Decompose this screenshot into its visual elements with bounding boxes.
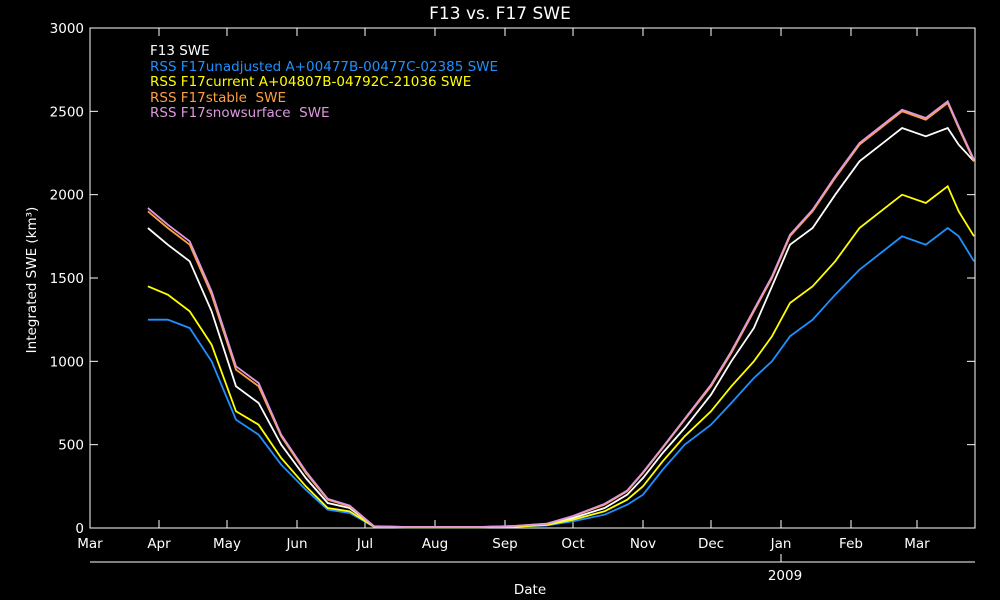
y-tick-label: 3000	[50, 21, 84, 37]
x-tick-label: May	[213, 536, 241, 552]
y-tick-label: 1000	[50, 354, 84, 370]
series-line-4	[147, 99, 975, 528]
x-tick-label: Nov	[630, 536, 656, 552]
x-tick-label: Feb	[839, 536, 863, 552]
y-tick-label: 0	[75, 521, 84, 537]
y-tick-label: 500	[58, 438, 84, 454]
legend-item-f13: F13 SWE	[150, 43, 210, 59]
y-axis-label: Integrated SWE (km³)	[24, 206, 40, 354]
y-tick-label: 2500	[50, 104, 84, 120]
series-line-0	[147, 126, 975, 529]
x-tick-label: Dec	[698, 536, 724, 552]
x-tick-label: Jan	[770, 536, 792, 552]
y-tick-label: 2000	[50, 188, 84, 204]
legend-item-f17-stable: RSS F17stable SWE	[150, 89, 287, 106]
x-tick-label: Sep	[492, 536, 517, 552]
x-tick-label: Jul	[356, 536, 373, 552]
legend-item-f17-snowsurface: RSS F17snowsurface SWE	[150, 105, 330, 122]
series-line-1	[147, 226, 975, 529]
legend-item-f17-unadjusted: RSS F17unadjusted A+00477B-00477C-02385 …	[150, 58, 499, 75]
y-tick-label: 1500	[50, 271, 84, 287]
series-line-2	[147, 184, 975, 529]
x-axis-label: Date	[513, 582, 547, 598]
x-tick-label: Jun	[285, 536, 307, 552]
year-label: 2009	[767, 568, 803, 584]
x-tick-label: Oct	[561, 536, 584, 552]
x-tick-label: Aug	[422, 536, 448, 552]
legend-item-f17-current: RSS F17current A+04807B-04792C-21036 SWE	[150, 74, 472, 91]
chart-title: F13 vs. F17 SWE	[429, 4, 571, 24]
series-line-3	[147, 101, 975, 528]
legend: F13 SWE RSS F17unadjusted A+00477B-00477…	[150, 43, 499, 122]
x-tick-label: Mar	[77, 536, 103, 552]
x-tick-label: Mar	[904, 536, 930, 552]
x-tick-label: Apr	[147, 536, 171, 552]
